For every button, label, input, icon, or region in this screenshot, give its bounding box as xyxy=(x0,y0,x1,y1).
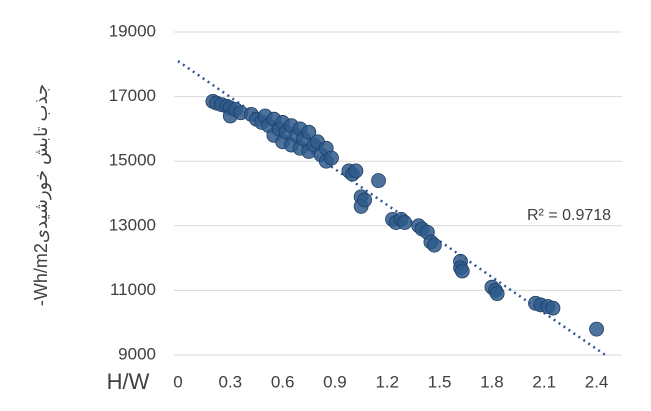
point xyxy=(397,215,413,230)
x-tick-label: 0.3 xyxy=(218,372,242,391)
point xyxy=(324,150,339,166)
x-tick-label: 2.4 xyxy=(585,372,609,391)
point xyxy=(301,124,317,140)
y-tick-label: 11000 xyxy=(110,280,156,299)
point xyxy=(589,321,604,337)
x-tick-label: 0.6 xyxy=(271,372,295,391)
point xyxy=(426,237,442,253)
x-tick-label: 2.1 xyxy=(532,372,556,391)
x-tick-label: 1.5 xyxy=(428,372,452,391)
point xyxy=(489,286,505,302)
y-tick-label: 15000 xyxy=(109,151,156,170)
point xyxy=(348,163,364,179)
x-tick-label: 0 xyxy=(173,372,182,391)
point xyxy=(545,300,561,316)
x-tick-label: 1.2 xyxy=(375,372,399,391)
y-tick-label: 13000 xyxy=(109,215,156,234)
y-axis-label: -Wh/m2جذب تابش خورشیدی xyxy=(31,84,52,306)
x-axis-label: H/W xyxy=(107,369,150,394)
y-tick-label: 9000 xyxy=(118,344,156,363)
r-squared: R² = 0.9718 xyxy=(527,207,611,224)
point xyxy=(454,263,470,279)
x-tick-label: 0.9 xyxy=(323,372,347,391)
point xyxy=(357,192,373,208)
x-tick-label: 1.8 xyxy=(480,372,504,391)
y-tick-label: 19000 xyxy=(109,21,156,40)
point xyxy=(371,173,386,188)
y-tick-label: 17000 xyxy=(109,86,156,105)
